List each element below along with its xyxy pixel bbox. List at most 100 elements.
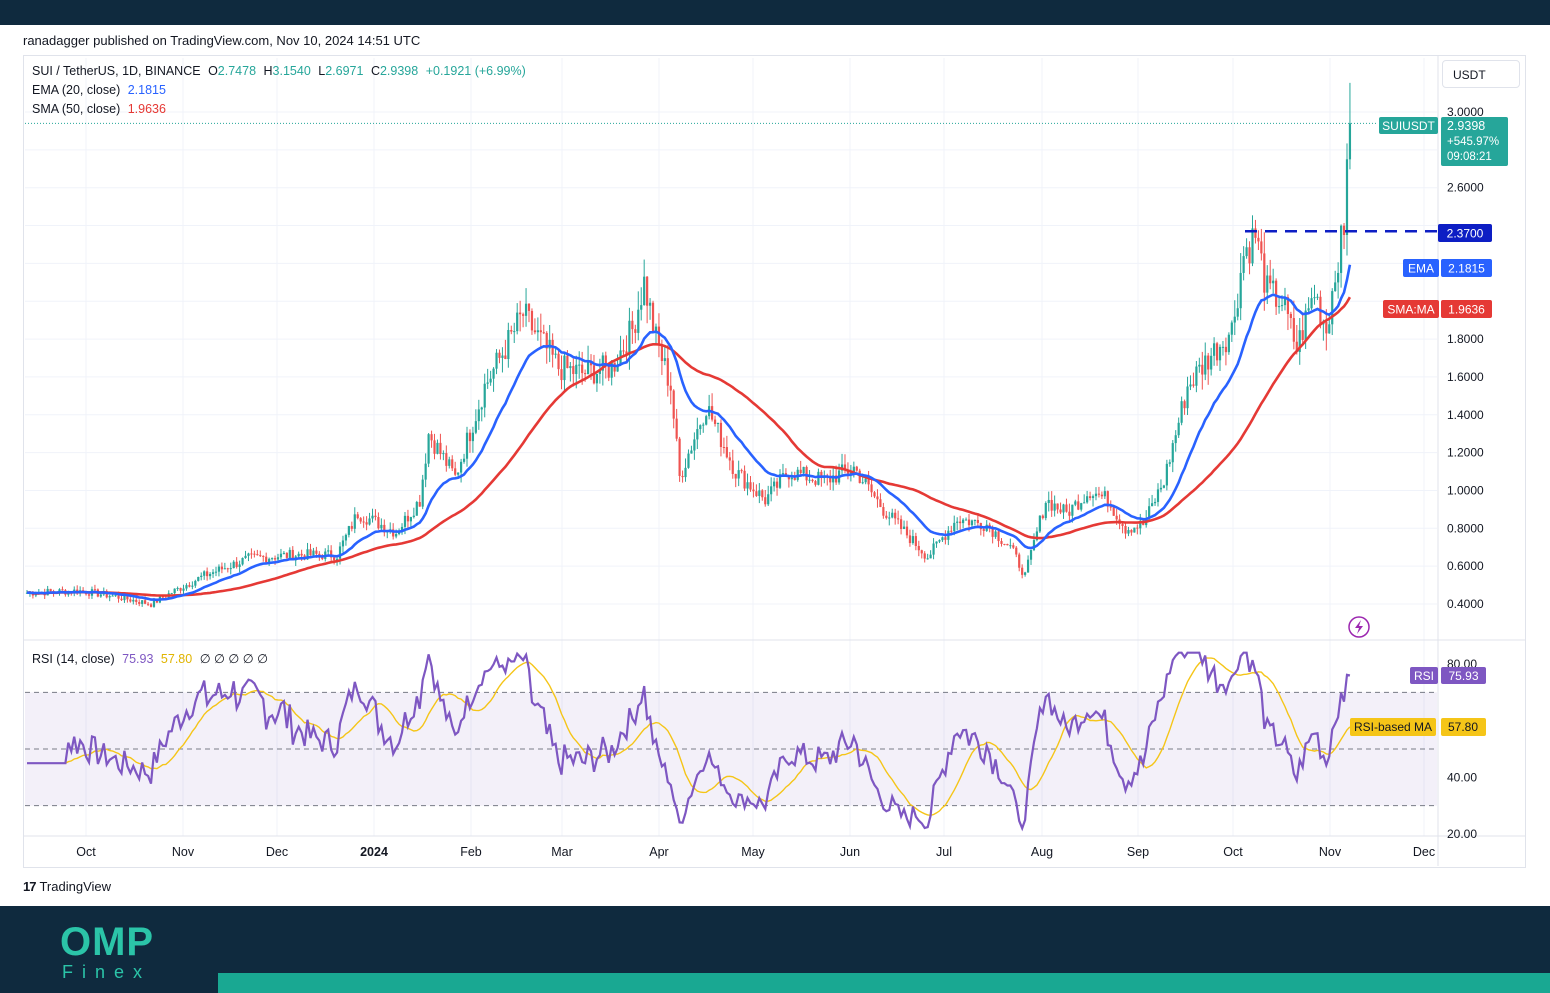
candle-body [1074,501,1077,505]
candle-body [129,599,132,602]
candle-body [808,479,811,481]
candle-body [1328,324,1331,334]
candle-body [173,588,176,594]
candle-body [395,534,398,537]
candle-body [459,461,463,473]
lightning-icon [1348,616,1370,638]
candle-body [678,438,681,476]
candle-body [327,550,330,552]
candle-body [885,515,888,518]
candle-body [802,466,805,474]
candle-body [722,447,726,449]
candle-body [448,459,451,466]
candle-body [584,373,587,375]
candle-body [666,358,669,386]
candle-body [1339,225,1343,273]
rsi-axis-label: 40.00 [1447,770,1477,784]
candle-body [516,312,519,332]
candle-body [604,355,607,365]
candle-body [1003,543,1006,545]
candle-body [353,514,356,529]
candle-body [997,531,1000,542]
candle-body [144,600,147,604]
candle-body [1283,297,1287,306]
candle-body [622,350,625,352]
candle-body [1233,316,1236,323]
candle-body [279,553,283,558]
candle-body [513,331,516,333]
candle-body [817,471,820,485]
price-tag-countdown: 09:08:21 [1447,151,1492,163]
candle-body [111,595,114,597]
candle-body [141,600,144,604]
candle-body [229,568,232,570]
candle-body [646,276,649,306]
candle-body [492,368,495,379]
candle-body [291,549,294,561]
candle-body [876,496,879,500]
candle-body [578,364,581,366]
candle-body [61,589,64,591]
price-axis-label: 0.8000 [1447,521,1484,535]
candle-body [663,358,666,362]
candle-body [542,332,545,334]
candle-body [126,594,129,600]
candle-body [643,276,646,306]
candle-body [725,447,728,458]
tradingview-mark-icon: 17 [23,879,37,894]
candle-body [628,320,631,356]
time-axis-label: Jul [936,845,952,859]
candle-body [87,594,91,596]
candle-body [1000,541,1003,544]
candle-body [699,425,702,430]
candle-body [1047,499,1050,504]
candle-body [232,561,235,569]
candle-body [1342,225,1346,235]
candle-body [214,571,218,573]
candle-body [917,545,920,551]
rsi-ma-line [27,657,1351,817]
candle-body [152,599,156,607]
candle-body [253,553,256,555]
candle-body [843,464,847,470]
candle-body [418,501,421,507]
candle-body [498,352,501,358]
candle-body [861,482,864,484]
time-axis-label: Dec [1413,845,1435,859]
price-tag-price: 2.9398 [1447,119,1485,133]
candle-body [282,552,286,554]
candle-body [1260,241,1263,254]
legend-ema-row: EMA (20, close) 2.1815 [32,83,170,97]
candle-body [217,566,221,572]
candle-body [1245,247,1248,257]
candle-body [1289,313,1292,319]
candle-body [911,536,914,544]
candle-body [1026,559,1030,573]
candle-body [1230,322,1233,335]
candle-body [524,303,528,316]
candle-body [403,515,407,527]
candle-body [899,519,903,529]
ema-tag-value-bg [1441,259,1492,277]
candle-body [1207,355,1210,370]
candle-body [1192,384,1195,386]
sma-50-line [26,296,1352,597]
candle-body [1174,435,1177,444]
candle-body [338,546,342,559]
time-axis-label: Oct [1223,845,1243,859]
legend-symbol-row: SUI / TetherUS, 1D, BINANCE O2.7478 H3.1… [32,64,530,78]
candle-body [519,312,522,315]
candle-body [1021,567,1024,575]
candle-body [1112,506,1115,516]
legend-symbol: SUI / TetherUS, 1D, BINANCE [32,64,201,78]
legend-low-label: L [318,64,326,78]
candle-body [197,576,200,581]
candle-body [690,450,693,454]
candle-body [223,568,226,570]
currency-selector[interactable]: USDT [1442,60,1520,88]
candle-body [1248,247,1251,264]
candle-body [743,470,746,489]
time-axis-label: Dec [266,845,288,859]
